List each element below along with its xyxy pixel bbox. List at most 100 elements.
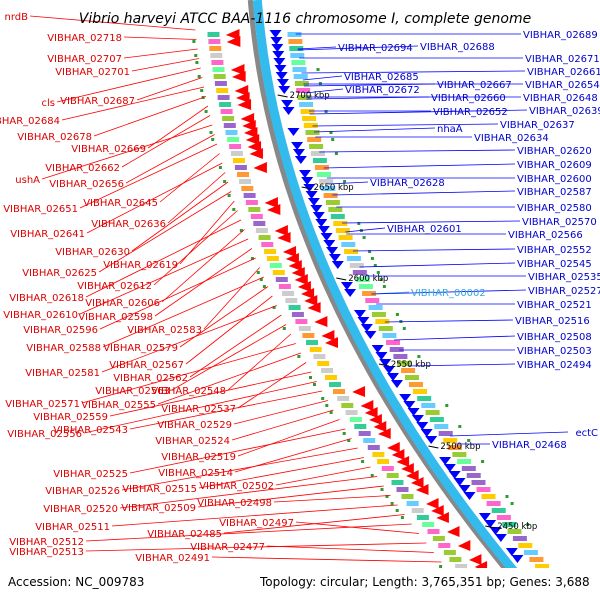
leader-line — [159, 153, 220, 203]
feature-block — [303, 123, 318, 128]
leader-line — [319, 149, 516, 153]
feature-block — [258, 235, 271, 240]
reverse-gene-arrow — [315, 219, 328, 227]
feature-block — [449, 557, 462, 562]
gene-label-right: VIBHAR_02521 — [517, 300, 592, 311]
feature-block — [512, 536, 527, 541]
gene-label-left: VIBHAR_02556 — [7, 429, 82, 440]
feature-block — [335, 228, 350, 233]
forward-gene-arrow — [237, 99, 252, 110]
reverse-gene-arrow — [360, 324, 373, 332]
feature-block — [223, 123, 236, 128]
feature-block — [234, 165, 247, 170]
feature-block — [345, 410, 358, 415]
feature-block — [292, 67, 307, 72]
gene-label-left: VIBHAR_02502 — [199, 481, 274, 492]
feature-block — [209, 46, 222, 51]
reverse-gene-arrow — [317, 226, 330, 234]
forward-gene-arrow — [447, 526, 460, 537]
feature-block — [476, 487, 491, 492]
feature-block — [241, 186, 254, 191]
feature-dot — [192, 40, 196, 43]
feature-block — [491, 508, 506, 513]
forward-gene-arrow — [225, 29, 240, 40]
gene-label-left: VIBHAR_02571 — [5, 399, 80, 410]
feature-block — [518, 543, 533, 548]
forward-gene-arrow — [240, 113, 255, 124]
reverse-gene-arrow — [448, 471, 461, 479]
feature-block — [325, 200, 340, 205]
feature-dot — [510, 502, 514, 505]
forward-gene-arrow — [391, 449, 405, 460]
feature-block — [427, 529, 440, 534]
feature-block — [225, 130, 238, 135]
feature-dot — [232, 208, 236, 211]
scale-label: 2650 kbp — [314, 183, 354, 193]
reverse-gene-arrow — [371, 345, 384, 353]
leader-line — [237, 362, 307, 409]
feature-block — [253, 221, 266, 226]
reverse-gene-arrow — [411, 415, 424, 423]
gene-label-left: VIBHAR_02526 — [45, 486, 120, 497]
right-leader-lines — [295, 33, 569, 445]
leader-line — [93, 96, 207, 137]
forward-gene-arrow — [300, 288, 315, 299]
reverse-gene-arrow — [425, 436, 438, 444]
leader-line — [129, 428, 346, 474]
leader-line — [352, 248, 516, 252]
leader-line — [323, 163, 516, 169]
feature-block — [294, 81, 309, 86]
gene-label-right: VIBHAR_02637 — [500, 120, 575, 131]
feature-block — [535, 564, 550, 569]
feature-dot — [385, 495, 389, 498]
feature-block — [237, 172, 249, 177]
feature-block — [250, 214, 263, 219]
feature-block — [243, 193, 256, 198]
gene-label-right: VIBHAR_02689 — [523, 30, 598, 41]
gene-label-left: VIBHAR_02497 — [219, 518, 294, 529]
feature-block — [421, 403, 436, 408]
reverse-gene-arrow — [271, 44, 284, 52]
gene-label-right: VIBHAR_02545 — [517, 259, 592, 270]
feature-dot — [194, 54, 198, 57]
reverse-gene-arrow — [291, 142, 304, 150]
feature-block — [232, 158, 245, 163]
reverse-gene-arrow — [494, 534, 507, 542]
leader-line — [295, 521, 419, 534]
feature-block — [219, 102, 232, 107]
gene-label-right: VIBHAR_02508 — [517, 332, 592, 343]
feature-block — [230, 151, 243, 156]
feature-block — [325, 375, 337, 380]
reverse-gene-arrow — [453, 478, 466, 486]
gene-label-left: VIBHAR_02625 — [22, 268, 97, 279]
forward-gene-arrow — [373, 421, 387, 432]
forward-gene-arrow — [247, 141, 262, 152]
feature-block — [208, 39, 221, 44]
reverse-gene-arrow — [407, 408, 420, 416]
feature-block — [432, 536, 445, 541]
feature-dot — [458, 425, 462, 428]
feature-block — [461, 466, 476, 471]
feature-dot — [197, 75, 201, 78]
feature-block — [275, 277, 288, 282]
reverse-gene-arrow — [478, 513, 491, 521]
feature-block — [278, 284, 291, 289]
feature-block — [372, 452, 385, 457]
reverse-gene-arrow — [458, 485, 471, 493]
reverse-gene-arrow — [489, 527, 502, 535]
reverse-gene-arrow — [403, 401, 416, 409]
leader-line — [309, 109, 528, 115]
gene-label-left: VIBHAR_02509 — [121, 503, 196, 514]
leader-line — [233, 400, 328, 425]
gene-label-left: VIBHAR_02514 — [158, 468, 233, 479]
forward-gene-arrow — [415, 484, 429, 495]
feature-block — [290, 53, 305, 58]
forward-gene-arrow — [249, 148, 263, 159]
forward-gene-arrow — [297, 281, 311, 292]
forward-gene-arrow — [267, 204, 281, 215]
gene-label-right: VIBHAR_00002 — [411, 288, 486, 299]
feature-dot — [417, 355, 421, 358]
reverse-gene-arrow — [416, 422, 429, 430]
feature-dot — [256, 271, 260, 274]
